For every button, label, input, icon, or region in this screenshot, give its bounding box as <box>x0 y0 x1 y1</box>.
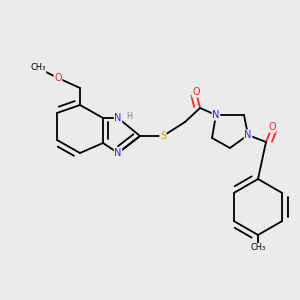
Text: CH₃: CH₃ <box>30 64 46 73</box>
Text: O: O <box>54 73 62 83</box>
Text: N: N <box>244 130 252 140</box>
Text: CH₃: CH₃ <box>250 244 266 253</box>
Text: O: O <box>192 87 200 97</box>
Text: O: O <box>268 122 276 132</box>
Text: N: N <box>114 148 122 158</box>
Text: S: S <box>160 131 166 141</box>
Text: N: N <box>212 110 220 120</box>
Text: H: H <box>126 112 132 121</box>
Text: N: N <box>114 113 122 123</box>
